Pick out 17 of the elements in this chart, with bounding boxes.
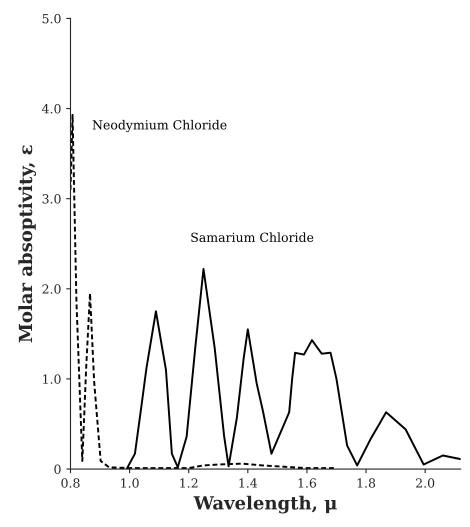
x-tick-label: 1.8 <box>358 478 376 488</box>
y-tick-label: 4.0 <box>42 104 61 114</box>
x-tick-label: 2.0 <box>416 478 434 488</box>
y-tick-label: 1.0 <box>43 374 61 384</box>
y-tick-label: 5.0 <box>42 14 61 24</box>
x-tick-label: 1.6 <box>298 478 316 488</box>
y-tick-label: 0 <box>54 464 61 474</box>
series-label: Neodymium Chloride <box>92 120 227 132</box>
x-axis-title: Wavelength, μ <box>194 496 337 514</box>
y-tick-label: 2.0 <box>42 284 61 294</box>
x-tick-label: 1.0 <box>121 478 139 488</box>
x-tick-label: 0.8 <box>61 478 80 488</box>
text: Samarium Chloride <box>191 232 314 242</box>
y-axis-title: Molar absoptivity, ε <box>18 145 36 342</box>
y-tick-label: 3.0 <box>42 194 61 204</box>
x-tick-label: 1.4 <box>239 478 258 488</box>
x-tick-label: 1.2 <box>180 478 198 488</box>
